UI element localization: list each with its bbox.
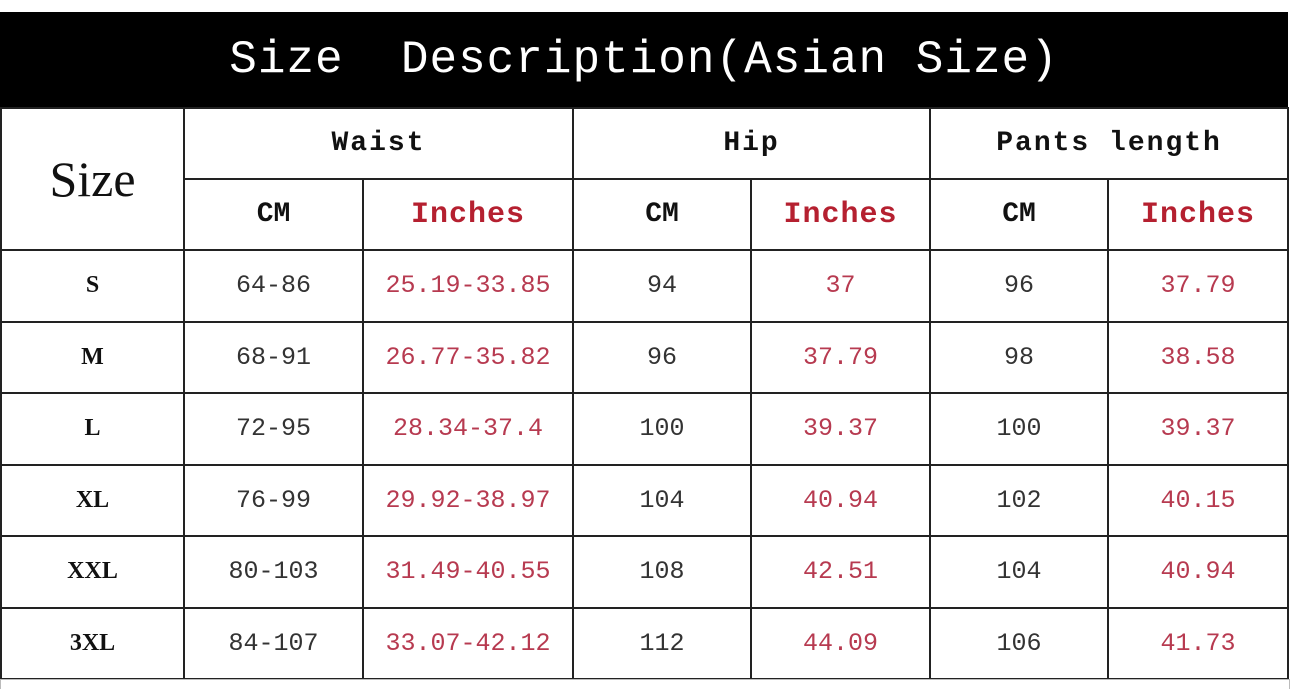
size-cell: XL [0, 463, 185, 537]
pants-length-cm-cell: 98 [929, 320, 1110, 394]
pants-length-header: Pants length [929, 107, 1290, 180]
table-row: M 68-91 26.77-35.82 96 37.79 98 38.58 [0, 320, 1290, 394]
pants-length-cm-cell: 106 [929, 606, 1110, 680]
waist-cm-cell: 76-99 [183, 463, 364, 537]
waist-inches-cell: 25.19-33.85 [361, 249, 575, 323]
hip-cm-cell: 112 [572, 606, 753, 680]
hip-inches-cell: 37.79 [750, 320, 932, 394]
hip-inches-cell: 37 [750, 249, 932, 323]
pants-length-inches-cell: 40.15 [1107, 463, 1290, 537]
waist-cm-cell: 84-107 [183, 606, 364, 680]
hip-header: Hip [572, 107, 932, 180]
hip-inches-cell: 39.37 [750, 392, 932, 466]
pants-length-cm-cell: 104 [929, 535, 1110, 609]
hip-cm-cell: 96 [572, 320, 753, 394]
table-row: S 64-86 25.19-33.85 94 37 96 37.79 [0, 249, 1290, 323]
table-row: 3XL 84-107 33.07-42.12 112 44.09 106 41.73 [0, 606, 1290, 680]
table-row: XL 76-99 29.92-38.97 104 40.94 102 40.15 [0, 463, 1290, 537]
waist-cm-cell: 68-91 [183, 320, 364, 394]
pants-length-cm-header: CM [929, 178, 1110, 251]
hip-cm-header: CM [572, 178, 753, 251]
waist-inches-cell: 28.34-37.4 [361, 392, 575, 466]
waist-inches-header: Inches [361, 178, 575, 251]
waist-inches-cell: 29.92-38.97 [361, 463, 575, 537]
pants-length-inches-cell: 41.73 [1107, 606, 1290, 680]
size-cell: S [0, 249, 185, 323]
hip-inches-header: Inches [750, 178, 932, 251]
size-cell: M [0, 320, 185, 394]
hip-cm-cell: 100 [572, 392, 753, 466]
waist-header: Waist [182, 107, 575, 180]
waist-cm-cell: 72-95 [183, 392, 364, 466]
header-row-units: CM Inches CM Inches CM Inches [1, 178, 1290, 251]
pants-length-inches-cell: 38.58 [1107, 320, 1290, 394]
size-chart-title: Size Description(Asian Size) [0, 12, 1288, 107]
table-row: XXL 80-103 31.49-40.55 108 42.51 104 40.94 [0, 535, 1290, 609]
size-table: Size Waist Hip Pants length CM Inches CM… [0, 107, 1290, 680]
waist-cm-cell: 64-86 [183, 249, 364, 323]
pants-length-inches-cell: 40.94 [1107, 535, 1290, 609]
hip-inches-cell: 42.51 [750, 535, 932, 609]
size-column-header: Size [0, 107, 185, 251]
size-cell: 3XL [0, 606, 185, 680]
header-row-groups: Size Waist Hip Pants length [0, 107, 1290, 251]
waist-inches-cell: 26.77-35.82 [361, 320, 575, 394]
pants-length-inches-header: Inches [1107, 178, 1290, 251]
size-cell: XXL [0, 535, 185, 609]
waist-cm-header: CM [183, 178, 364, 251]
waist-inches-cell: 33.07-42.12 [361, 606, 575, 680]
pants-length-cm-cell: 100 [929, 392, 1110, 466]
hip-inches-cell: 44.09 [750, 606, 932, 680]
pants-length-inches-cell: 39.37 [1107, 392, 1290, 466]
hip-cm-cell: 104 [572, 463, 753, 537]
pants-length-cm-cell: 102 [929, 463, 1110, 537]
table-row: L 72-95 28.34-37.4 100 39.37 100 39.37 [0, 392, 1290, 466]
waist-cm-cell: 80-103 [183, 535, 364, 609]
waist-inches-cell: 31.49-40.55 [361, 535, 575, 609]
size-cell: L [0, 392, 185, 466]
pants-length-inches-cell: 37.79 [1107, 249, 1290, 323]
hip-cm-cell: 108 [572, 535, 753, 609]
pants-length-cm-cell: 96 [929, 249, 1110, 323]
hip-cm-cell: 94 [572, 249, 753, 323]
hip-inches-cell: 40.94 [750, 463, 932, 537]
